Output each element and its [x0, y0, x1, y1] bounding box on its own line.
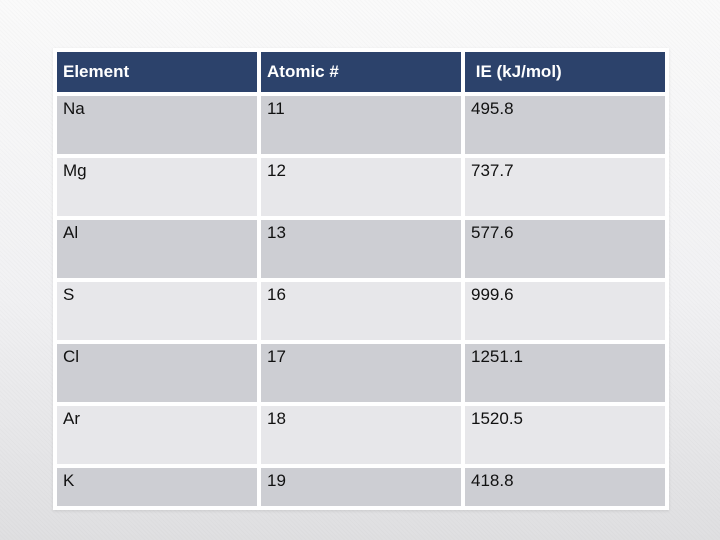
cell-ie: 495.8 [465, 96, 665, 154]
table-grid: Element Atomic # IE (kJ/mol) Na 11 495.8… [57, 52, 665, 506]
cell-element: Al [57, 220, 257, 278]
cell-ie: 737.7 [465, 158, 665, 216]
cell-ie: 577.6 [465, 220, 665, 278]
cell-atomic-number: 17 [261, 344, 461, 402]
column-header-ie: IE (kJ/mol) [465, 52, 665, 92]
cell-atomic-number: 12 [261, 158, 461, 216]
cell-ie: 418.8 [465, 468, 665, 506]
cell-ie: 999.6 [465, 282, 665, 340]
cell-element: Mg [57, 158, 257, 216]
cell-ie: 1520.5 [465, 406, 665, 464]
cell-atomic-number: 13 [261, 220, 461, 278]
cell-ie: 1251.1 [465, 344, 665, 402]
cell-atomic-number: 19 [261, 468, 461, 506]
cell-element: Cl [57, 344, 257, 402]
column-header-atomic-number: Atomic # [261, 52, 461, 92]
cell-element: Na [57, 96, 257, 154]
cell-element: Ar [57, 406, 257, 464]
cell-element: K [57, 468, 257, 506]
cell-atomic-number: 18 [261, 406, 461, 464]
cell-atomic-number: 16 [261, 282, 461, 340]
cell-element: S [57, 282, 257, 340]
column-header-element: Element [57, 52, 257, 92]
ionization-energy-table: Element Atomic # IE (kJ/mol) Na 11 495.8… [53, 48, 669, 510]
cell-atomic-number: 11 [261, 96, 461, 154]
